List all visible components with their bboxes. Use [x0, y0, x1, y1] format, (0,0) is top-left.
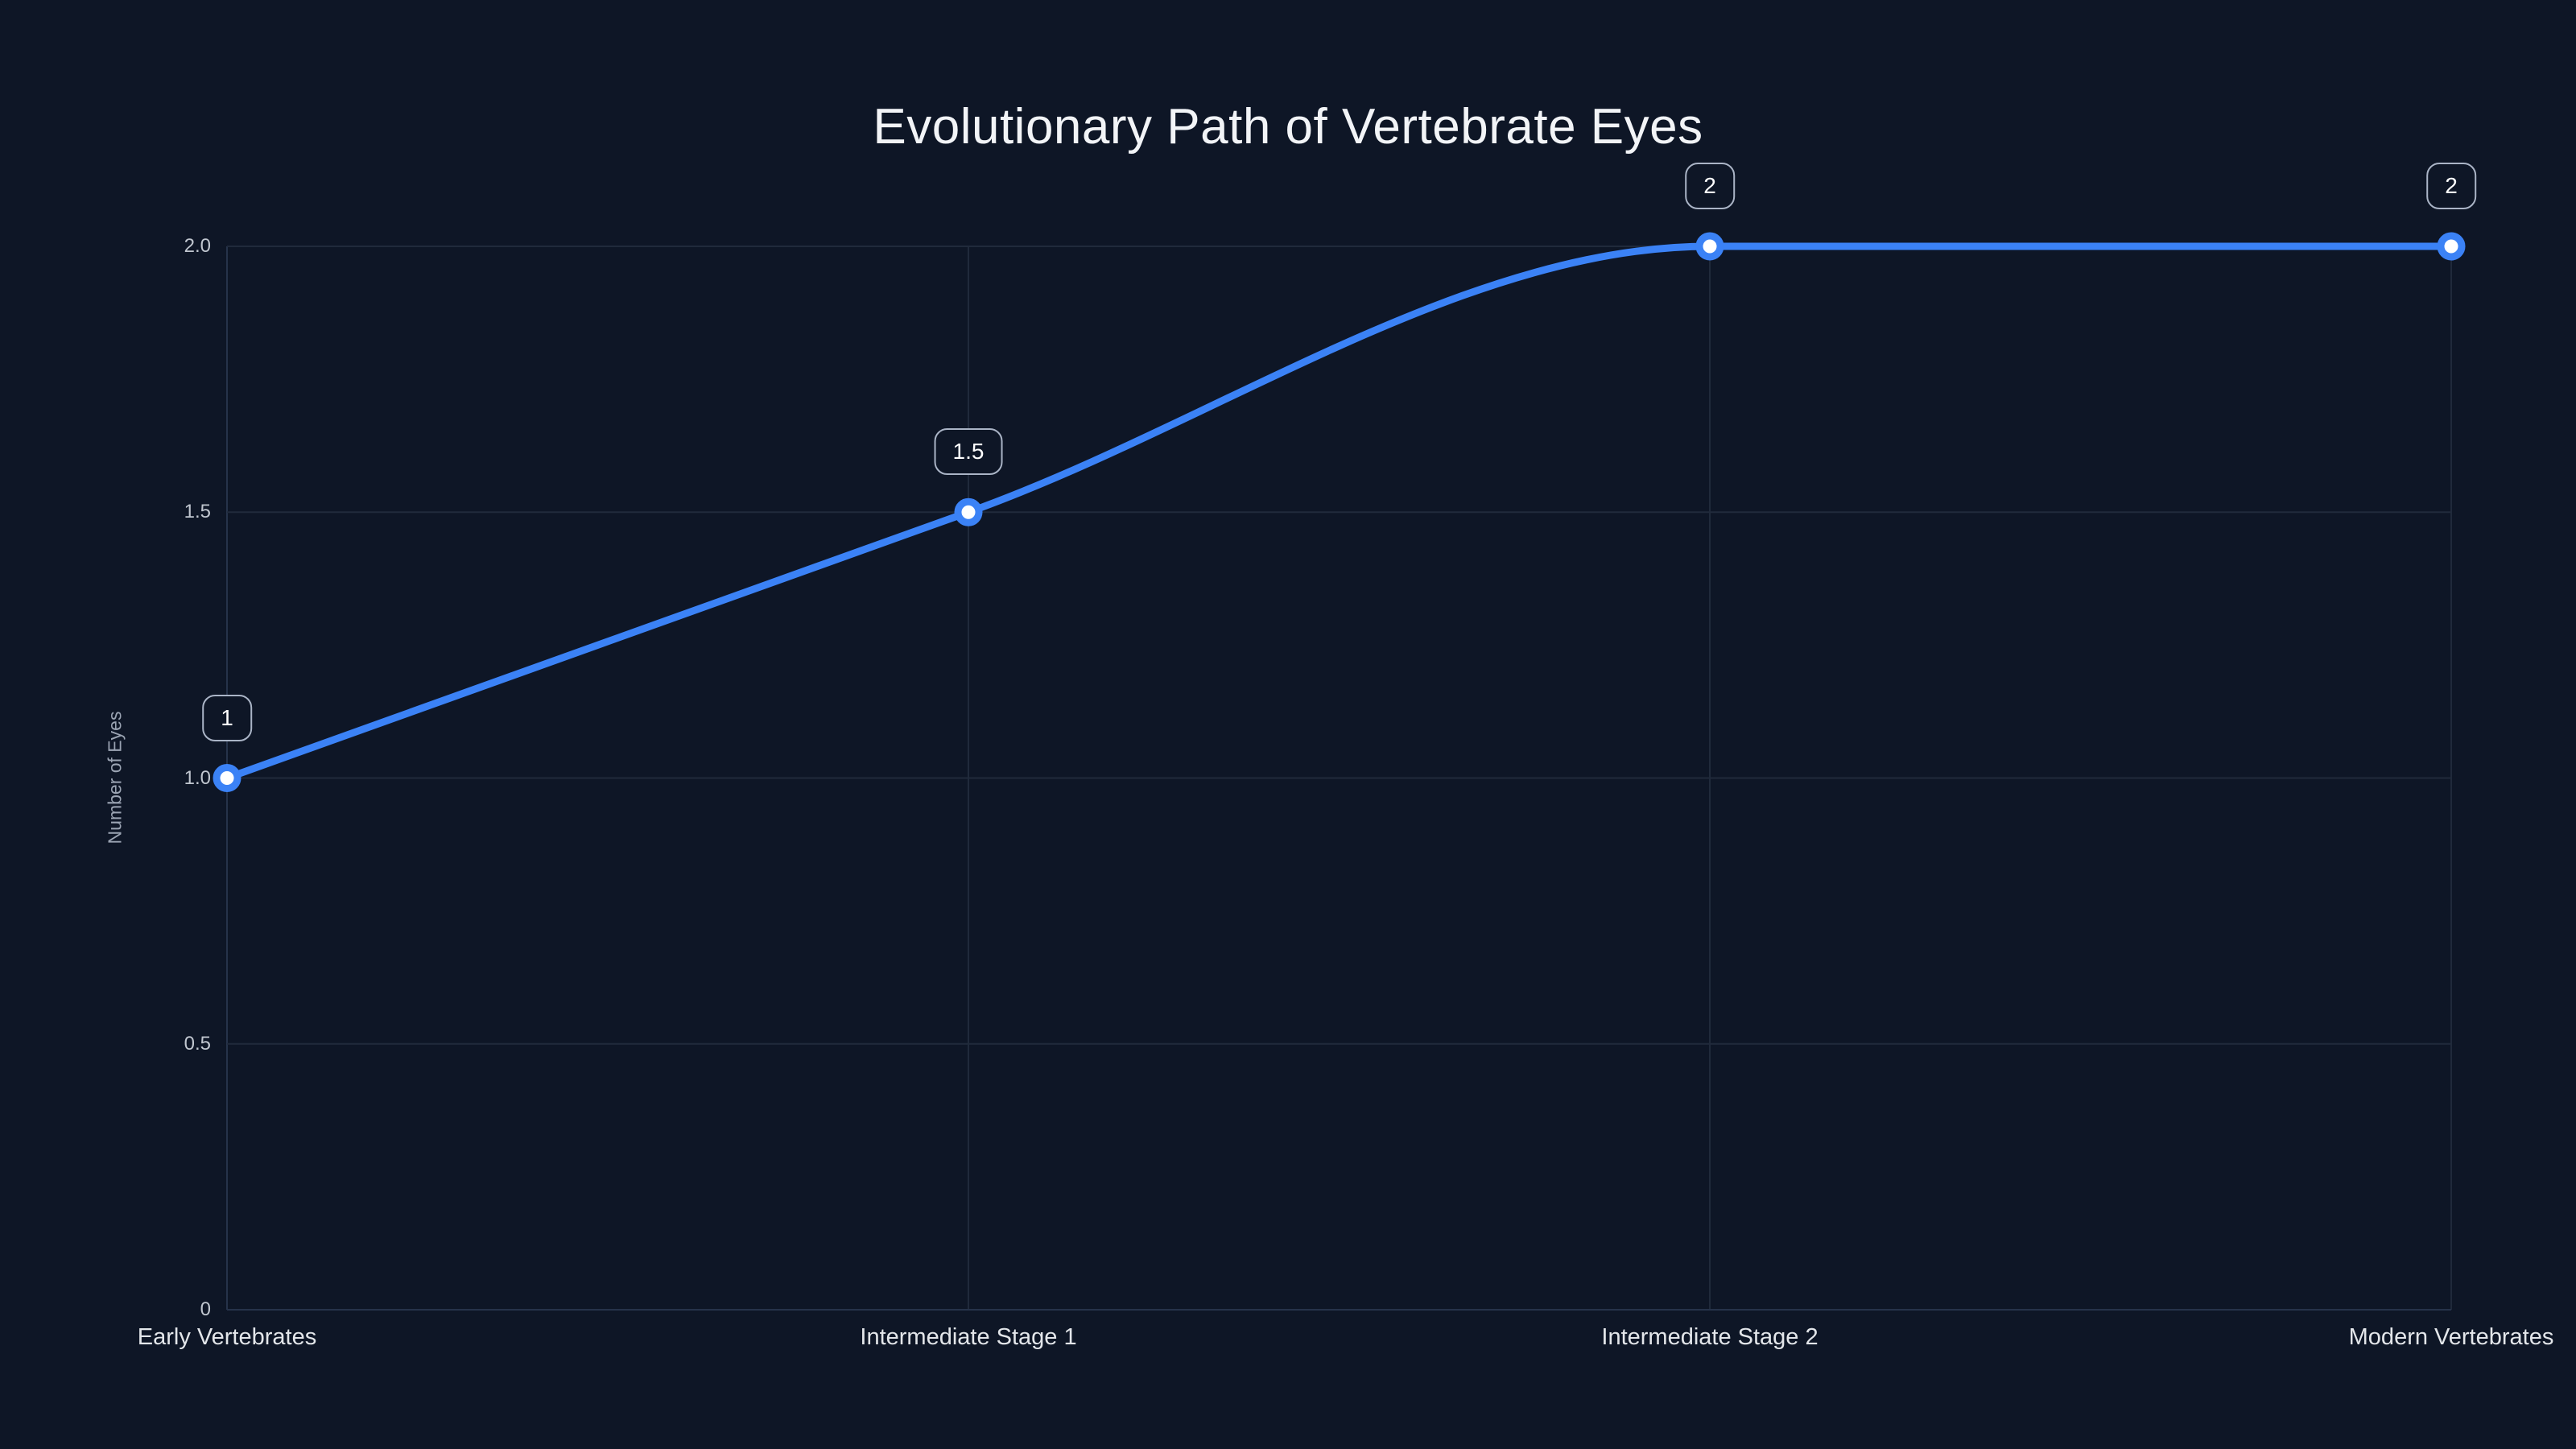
point-value-label: 2 [2426, 163, 2476, 209]
data-point-marker[interactable] [1695, 232, 1724, 261]
y-tick-label: 2.0 [184, 235, 211, 257]
y-tick-label: 0 [200, 1298, 211, 1320]
y-tick-label: 1.5 [184, 501, 211, 523]
series-line [223, 242, 2455, 782]
data-point-marker[interactable] [2437, 232, 2466, 261]
data-point-marker[interactable] [213, 764, 242, 792]
data-point-marker[interactable] [954, 497, 983, 526]
point-value-label: 1 [202, 694, 252, 741]
x-tick-label: Intermediate Stage 2 [1601, 1324, 1818, 1350]
y-tick-label: 1.0 [184, 766, 211, 789]
x-tick-label: Early Vertebrates [137, 1324, 317, 1350]
y-tick-label: 0.5 [184, 1032, 211, 1055]
x-tick-label: Modern Vertebrates [2348, 1324, 2554, 1350]
point-value-label: 1.5 [934, 428, 1003, 476]
x-tick-label: Intermediate Stage 1 [860, 1324, 1077, 1350]
point-value-label: 2 [1685, 163, 1735, 209]
chart-title: Evolutionary Path of Vertebrate Eyes [873, 99, 1703, 155]
